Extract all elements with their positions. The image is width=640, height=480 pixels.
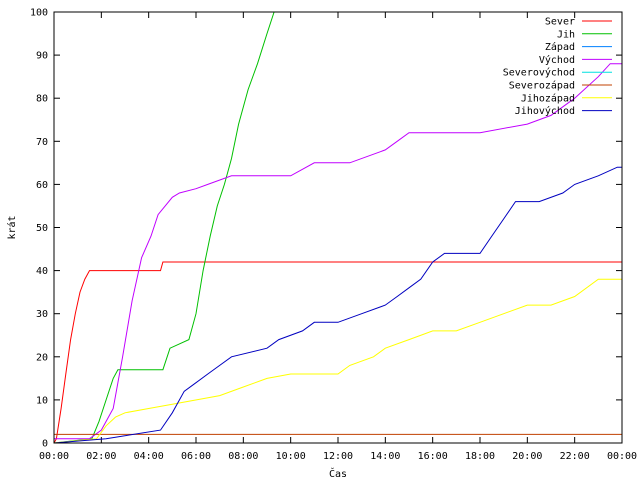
x-tick-label: 14:00	[370, 451, 400, 462]
y-tick-label: 90	[36, 51, 48, 62]
x-tick-label: 02:00	[86, 451, 116, 462]
legend: SeverJihZápadVýchodSeverovýchodSeverozáp…	[503, 17, 612, 117]
legend-label-vychod: Východ	[539, 54, 575, 66]
y-axis-label: krát	[6, 215, 18, 239]
x-axis-label: Čas	[329, 467, 347, 480]
y-tick-label: 70	[36, 137, 48, 148]
x-tick-label: 00:00	[607, 451, 637, 462]
legend-label-jihozapad: Jihozápad	[521, 92, 575, 104]
x-tick-label: 04:00	[134, 451, 164, 462]
legend-label-severozapad: Severozápad	[509, 80, 575, 92]
legend-label-severovychod: Severovýchod	[503, 67, 575, 79]
y-tick-label: 20	[36, 352, 48, 363]
y-tick-label: 10	[36, 395, 48, 406]
x-tick-label: 10:00	[276, 451, 306, 462]
plot-frame	[53, 11, 623, 444]
y-tick-label: 60	[36, 180, 48, 191]
series-line-sever	[54, 261, 622, 443]
x-tick-label: 22:00	[560, 451, 590, 462]
legend-label-jihovychod: Jihovýchod	[515, 105, 575, 117]
y-tick-label: 80	[36, 94, 48, 105]
x-tick-label: 18:00	[465, 451, 495, 462]
y-tick-label: 50	[36, 223, 48, 234]
series-line-jihozapad	[54, 278, 622, 443]
legend-label-sever: Sever	[545, 17, 575, 28]
x-tick-label: 12:00	[323, 451, 353, 462]
x-tick-label: 00:00	[39, 451, 69, 462]
x-tick-label: 08:00	[228, 451, 258, 462]
series-group	[54, 12, 622, 443]
y-tick-label: 100	[30, 8, 48, 19]
legend-label-jih: Jih	[557, 29, 575, 40]
series-line-jihovychod	[54, 166, 622, 443]
x-tick-label: 16:00	[418, 451, 448, 462]
y-tick-label: 0	[42, 439, 48, 450]
x-tick-label: 06:00	[181, 451, 211, 462]
series-line-vychod	[54, 63, 622, 440]
series-line-jih	[54, 12, 275, 443]
axis-ticks: 0 10 20 30 40 50 60 70 80 90 100 00:00 02:00 04:00 06:…	[30, 8, 637, 463]
y-tick-label: 40	[36, 266, 48, 277]
x-tick-label: 20:00	[512, 451, 542, 462]
legend-label-zapad: Západ	[545, 41, 575, 53]
y-tick-label: 30	[36, 309, 48, 320]
